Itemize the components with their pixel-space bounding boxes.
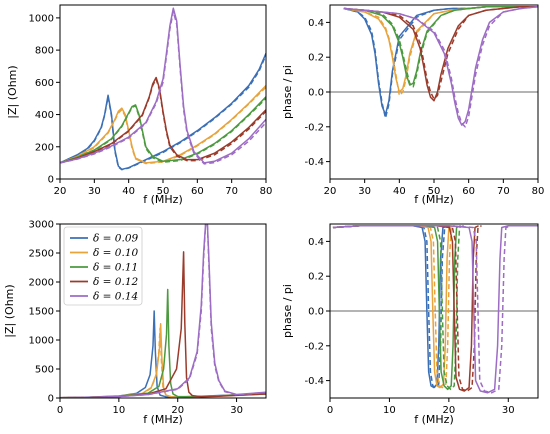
series-line-d009-solid [343, 5, 538, 116]
y-tick-label: 0 [48, 394, 54, 405]
x-tick-label: 60 [462, 186, 475, 197]
y-tick-label: -0.2 [304, 122, 324, 133]
x-tick-label: 70 [497, 186, 510, 197]
x-tick-label: 80 [260, 186, 273, 197]
series-line-d014-dashed [60, 10, 266, 165]
x-tick-label: 30 [230, 405, 243, 416]
series-line-d014-dashed [343, 5, 538, 128]
y-tick-label: -0.4 [304, 157, 324, 168]
y-axis-label: phase / pi [281, 284, 294, 338]
series-line-d010-dashed [332, 224, 456, 389]
x-axis-label: f (MHz) [414, 413, 454, 426]
x-axis-label: f (MHz) [143, 193, 183, 206]
series-line-d012-solid [343, 5, 538, 102]
series-line-d010-dashed [60, 86, 266, 165]
x-tick-label: 10 [383, 405, 396, 416]
legend-label-d009: δ = 0.09 [93, 233, 138, 245]
x-axis-label: f (MHz) [414, 193, 454, 206]
y-tick-label: 0.0 [308, 307, 324, 318]
x-tick-label: 30 [502, 405, 515, 416]
legend-label-d012: δ = 0.12 [93, 276, 138, 288]
panel-bottom-left: 0 10 20 30 0 500 1000 1500 2000 2500 3000 f (MHz) |Z… [3, 220, 267, 426]
legend-frame [63, 226, 143, 306]
series-line-d014-dashed [60, 224, 266, 398]
legend-label-d010: δ = 0.10 [93, 247, 138, 259]
y-axis-label: |Z| (Ohm) [3, 284, 16, 337]
x-tick-label: 20 [324, 186, 337, 197]
series-line-d014-solid [332, 224, 538, 394]
series-line-d010-dashed [343, 5, 538, 97]
legend: δ = 0.09 δ = 0.10 δ = 0.11 δ = 0.12 δ = 0.14 [63, 226, 143, 306]
x-tick-label: 20 [171, 405, 184, 416]
series-line-d011-dashed [343, 5, 538, 88]
x-tick-label: 10 [112, 405, 125, 416]
x-tick-label: 50 [157, 186, 170, 197]
y-tick-label: 2000 [29, 278, 54, 289]
panel-top-right: 20 30 40 50 60 70 80 -0.4 -0.2 0.0 0.2 0.4 f (MHz) ph… [281, 4, 545, 206]
x-tick-label: 0 [327, 405, 333, 416]
panel-bottom-right: 0 10 20 30 -0.4 -0.2 0.0 0.2 0.4 f (MHz) phase / p… [281, 223, 539, 426]
x-tick-label: 70 [225, 186, 238, 197]
y-tick-label: -0.4 [304, 376, 324, 387]
y-tick-label: 0.0 [308, 88, 324, 99]
y-tick-label: 0 [48, 175, 54, 186]
x-tick-label: 40 [122, 186, 135, 197]
legend-label-d011: δ = 0.11 [93, 262, 138, 274]
y-axis-label: phase / pi [281, 65, 294, 119]
x-tick-label: 20 [442, 405, 455, 416]
y-tick-label: 400 [35, 110, 54, 121]
y-tick-label: 200 [35, 142, 54, 153]
series-line-d014-dashed [332, 224, 538, 394]
y-tick-label: -0.2 [304, 341, 324, 352]
series-line-d009-dashed [60, 54, 266, 171]
x-tick-label: 0 [57, 405, 63, 416]
y-tick-label: 600 [35, 78, 54, 89]
series-line-d011-dashed [60, 97, 266, 164]
legend-label-d014: δ = 0.14 [93, 291, 138, 303]
y-tick-label: 1500 [29, 307, 54, 318]
y-tick-label: 3000 [29, 220, 54, 231]
x-tick-label: 40 [393, 186, 406, 197]
x-tick-label: 60 [191, 186, 204, 197]
y-tick-label: 1000 [29, 336, 54, 347]
x-tick-label: 30 [358, 186, 371, 197]
y-tick-label: 800 [35, 46, 54, 57]
series-line-d012-dashed [343, 5, 538, 100]
x-tick-label: 50 [428, 186, 441, 197]
y-tick-label: 0.2 [308, 53, 324, 64]
series-line-d010-solid [60, 323, 266, 398]
y-tick-label: 0.2 [308, 272, 324, 283]
y-tick-label: 0.4 [308, 237, 324, 248]
series-line-d011-dashed [332, 224, 464, 391]
series-line-d012-dashed [332, 224, 482, 392]
series-line-d014-solid [343, 5, 538, 126]
y-tick-label: 1000 [29, 13, 54, 24]
x-tick-label: 30 [88, 186, 101, 197]
x-axis-label: f (MHz) [143, 413, 183, 426]
y-tick-label: 2500 [29, 249, 54, 260]
series-line-d012-dashed [60, 78, 266, 164]
series-line-d009-dashed [343, 5, 538, 119]
x-tick-label: 20 [54, 186, 67, 197]
y-axis-label: |Z| (Ohm) [6, 65, 19, 118]
x-tick-label: 80 [532, 186, 545, 197]
y-tick-label: 0.4 [308, 18, 324, 29]
y-tick-label: 500 [35, 365, 54, 376]
